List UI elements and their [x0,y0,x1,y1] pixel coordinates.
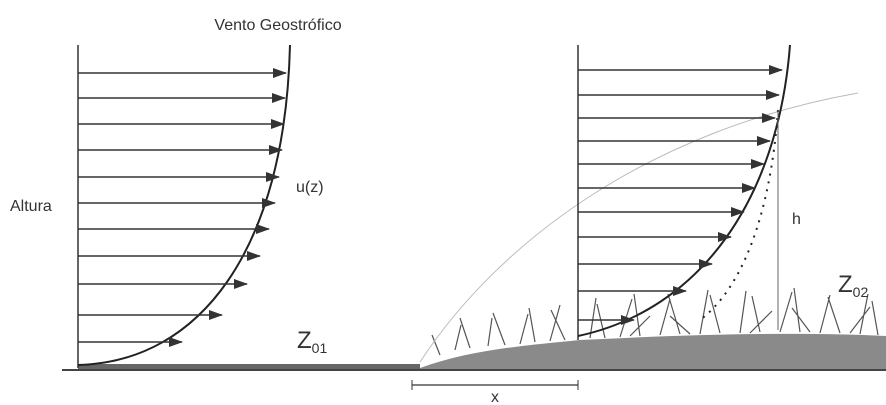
wind-arrows [78,68,287,347]
z02-label: Z02 [838,271,868,300]
smooth-surface [78,364,420,369]
wind-profile [77,44,291,366]
z-sub: 01 [312,340,328,356]
height-label: Altura [10,198,52,215]
z-main: Z [297,327,312,354]
z-sub: 02 [853,284,869,300]
grass [431,287,879,356]
geostrophic-label: Vento Geostrófico [214,17,341,34]
wind-profile [577,44,791,337]
x-label: x [491,389,499,405]
internal-boundary [419,92,859,363]
rough-surface [420,333,886,369]
z01-label: Z01 [297,327,327,356]
profile-label: u(z) [296,179,324,196]
z-main: Z [838,271,853,298]
wind-arrows [578,65,783,325]
h-label: h [792,211,801,228]
